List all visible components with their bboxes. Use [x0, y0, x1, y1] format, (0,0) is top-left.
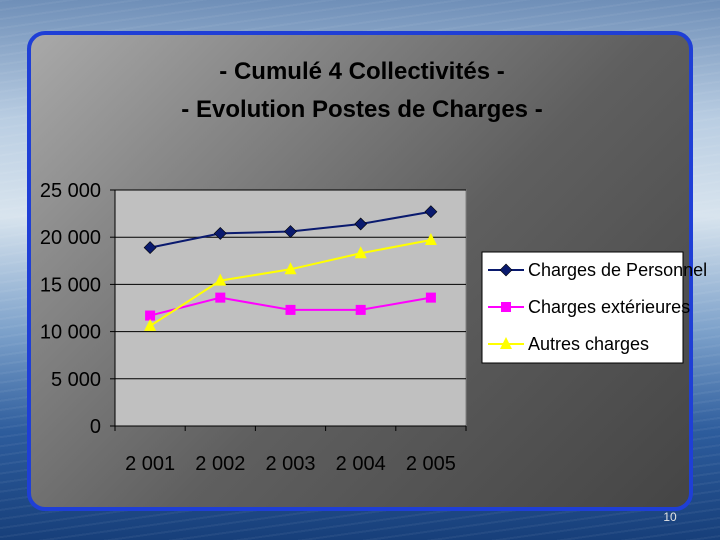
y-tick-label: 0: [90, 416, 101, 438]
data-point: [285, 304, 296, 315]
x-tick-label: 2 001: [125, 453, 175, 475]
y-tick-label: 5 000: [51, 369, 101, 391]
legend-label: Autres charges: [528, 334, 649, 354]
data-point: [284, 225, 297, 238]
data-point: [145, 310, 156, 321]
slide-number: 10: [663, 510, 677, 524]
series-markers: [143, 205, 438, 331]
legend-label: Charges extérieures: [528, 297, 690, 317]
data-point: [284, 262, 297, 275]
chart-title: - Cumulé 4 Collectivités - - Evolution P…: [181, 58, 542, 123]
legend: Charges de Personnel Charges extérieures A…: [481, 251, 707, 364]
data-point: [424, 233, 437, 246]
x-tick-label: 2 004: [336, 453, 386, 475]
data-point: [213, 226, 227, 240]
y-tick-label: 20 000: [40, 227, 101, 249]
y-axis-tick-labels: 0 5 000 10 000 15 000 20 000 25 000: [40, 180, 101, 438]
data-point: [215, 292, 226, 303]
legend-label: Charges de Personnel: [528, 260, 707, 280]
y-tick-label: 10 000: [40, 322, 101, 344]
y-tick-label: 15 000: [40, 274, 101, 296]
x-axis-tick-labels: 2 001 2 002 2 003 2 004 2 005: [125, 453, 456, 475]
data-point: [354, 246, 367, 259]
data-point: [355, 304, 366, 315]
data-point: [424, 205, 438, 219]
x-tick-label: 2 005: [406, 453, 456, 475]
x-tick-label: 2 002: [195, 453, 245, 475]
data-point: [143, 241, 157, 255]
data-point: [144, 318, 157, 331]
data-point: [214, 273, 227, 286]
legend-swatch-marker: [501, 302, 511, 312]
x-tick-label: 2 003: [265, 453, 315, 475]
data-point: [354, 217, 368, 231]
axes: [114, 190, 467, 431]
grid-lines: [110, 189, 466, 427]
y-tick-label: 25 000: [40, 180, 101, 202]
data-point: [425, 292, 436, 303]
chart-title-line-1: - Cumulé 4 Collectivités -: [219, 58, 504, 85]
chart-title-line-2: - Evolution Postes de Charges -: [181, 96, 542, 123]
legend-swatch-marker: [499, 263, 513, 277]
legend-swatch-marker: [500, 337, 512, 349]
